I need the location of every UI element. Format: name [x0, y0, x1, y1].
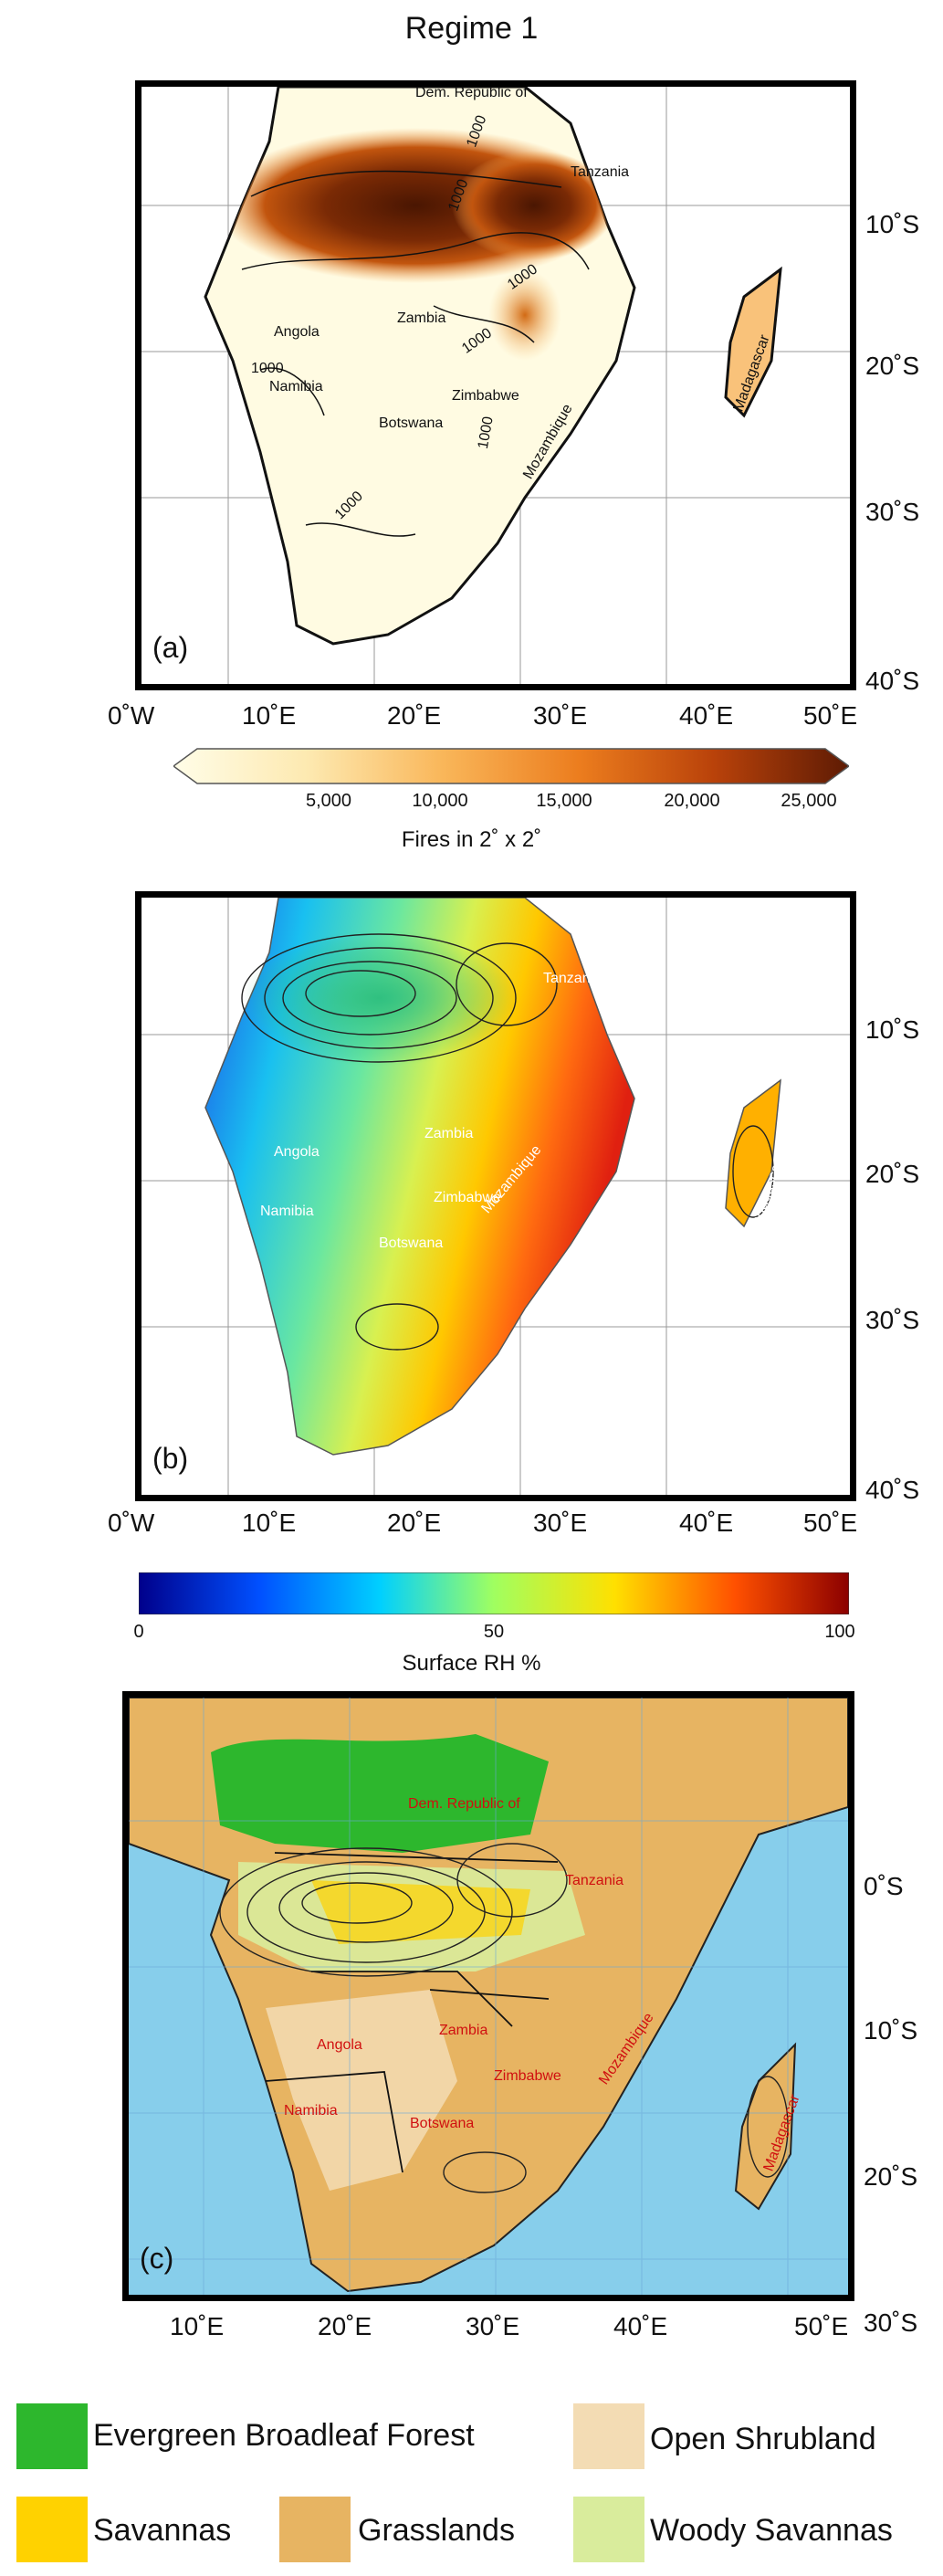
label-zimbabwe: Zimbabwe — [452, 388, 519, 404]
lon-label: 30˚E — [466, 2312, 520, 2340]
lon-label: 40˚E — [679, 1509, 734, 1537]
colorbar-tick: 50 — [483, 1622, 505, 1642]
lon-label: 40˚E — [613, 2312, 668, 2340]
lon-label: 10˚E — [242, 1509, 297, 1537]
rh-map — [141, 898, 850, 1495]
lat-label: 10˚S — [865, 1015, 920, 1044]
legend-swatch-open-shrubland — [573, 2403, 644, 2469]
country-borders — [265, 1852, 559, 2173]
madagascar-shape — [734, 2042, 797, 2211]
lon-label: 50˚E — [794, 2312, 849, 2340]
forest-region — [211, 1734, 549, 1853]
lat-label: 30˚S — [865, 498, 920, 526]
colorbar-tick: 5,000 — [305, 791, 352, 811]
fire-colorbar — [173, 748, 849, 784]
lat-label: 10˚S — [864, 2016, 918, 2045]
colorbar-tick: 100 — [824, 1622, 855, 1642]
label-zimbabwe: Zimbabwe — [434, 1190, 501, 1205]
lon-label: 10˚E — [170, 2312, 225, 2340]
lat-label: 10˚S — [865, 210, 920, 238]
colorbar-tick: 25,000 — [781, 791, 837, 811]
colorbar-tick: 20,000 — [664, 791, 720, 811]
legend-swatch-evergreen — [16, 2403, 88, 2469]
lon-label: 0˚W — [108, 701, 155, 730]
landcover-map — [129, 1698, 848, 2295]
panel-b-tag: (b) — [152, 1442, 189, 1475]
map-panel-a: Dem. Republic of Tanzania Angola Zambia … — [135, 80, 856, 690]
label-zambia: Zambia — [424, 1126, 474, 1141]
madagascar-shape — [724, 266, 782, 418]
label-botswana: Botswana — [379, 1235, 444, 1251]
lon-label: 20˚E — [387, 701, 442, 730]
label-drc: Dem. Republic of — [408, 1796, 520, 1812]
legend-label-woody-savannas: Woody Savannas — [650, 2513, 893, 2548]
label-zimbabwe: Zimbabwe — [494, 2068, 561, 2084]
lat-label: 20˚S — [864, 2162, 918, 2191]
legend-label-open-shrubland: Open Shrubland — [650, 2422, 876, 2456]
legend-swatch-savannas — [16, 2497, 88, 2562]
label-zambia: Zambia — [397, 310, 446, 326]
label-namibia: Namibia — [269, 379, 323, 394]
label-zambia: Zambia — [439, 2023, 488, 2038]
lon-label: 30˚E — [533, 1509, 588, 1537]
label-angola: Angola — [274, 324, 320, 340]
lat-label: 30˚S — [865, 1306, 920, 1334]
lon-label: 20˚E — [318, 2312, 372, 2340]
label-angola: Angola — [317, 2037, 362, 2053]
label-tanzania: Tanzania — [565, 1873, 624, 1888]
legend-swatch-grasslands — [279, 2497, 351, 2562]
lat-label: 40˚S — [865, 667, 920, 695]
label-namibia: Namibia — [284, 2103, 338, 2119]
contours — [219, 1843, 789, 2193]
legend-label-evergreen: Evergreen Broadleaf Forest — [93, 2418, 475, 2453]
colorbar-title: Fires in 2˚ x 2˚ — [401, 827, 542, 852]
panel-a-tag: (a) — [152, 631, 189, 664]
label-botswana: Botswana — [410, 2116, 475, 2131]
label-namibia: Namibia — [260, 1204, 314, 1219]
madagascar-shape — [725, 1078, 781, 1228]
contours — [241, 170, 590, 537]
contour-label: 1000 — [251, 361, 284, 376]
label-angola: Angola — [274, 1144, 320, 1160]
label-botswana: Botswana — [379, 415, 444, 431]
lat-label: 30˚S — [864, 2308, 918, 2337]
lat-label: 20˚S — [865, 1160, 920, 1188]
lon-label: 50˚E — [803, 1509, 858, 1537]
map-panel-b: Angola Zambia Zimbabwe Namibia Botswana … — [135, 891, 856, 1501]
continent-land — [204, 87, 782, 646]
lat-label: 40˚S — [865, 1476, 920, 1504]
legend-swatch-woody-savannas — [573, 2497, 644, 2562]
label-tanzania: Tanzania — [571, 164, 630, 180]
legend-label-savannas: Savannas — [93, 2513, 232, 2548]
lon-label: 0˚W — [108, 1509, 155, 1537]
lon-label: 10˚E — [242, 701, 297, 730]
lon-label: 40˚E — [679, 701, 734, 730]
map-panel-c: Dem. Republic of Tanzania Angola Zambia … — [122, 1691, 854, 2301]
lon-label: 30˚E — [533, 701, 588, 730]
graticule — [129, 1698, 848, 2295]
colorbar-tick: 10,000 — [412, 791, 468, 811]
lon-label: 20˚E — [387, 1509, 442, 1537]
label-tanzania: Tanzania — [543, 971, 602, 986]
lat-label: 20˚S — [865, 352, 920, 380]
label-drc: Dem. Republic of — [415, 85, 528, 100]
panel-c-tag: (c) — [140, 2242, 174, 2275]
lat-label: 0˚S — [864, 1872, 904, 1900]
colorbar-tick: 15,000 — [536, 791, 592, 811]
colorbar-tick: 0 — [133, 1622, 144, 1642]
colorbar-title: Surface RH % — [402, 1651, 541, 1676]
lon-label: 50˚E — [803, 701, 858, 730]
contours — [241, 933, 774, 1351]
rh-colorbar — [139, 1572, 849, 1614]
legend-label-grasslands: Grasslands — [358, 2513, 515, 2548]
figure-title: Regime 1 — [404, 11, 539, 46]
fire-density-map — [141, 87, 850, 684]
